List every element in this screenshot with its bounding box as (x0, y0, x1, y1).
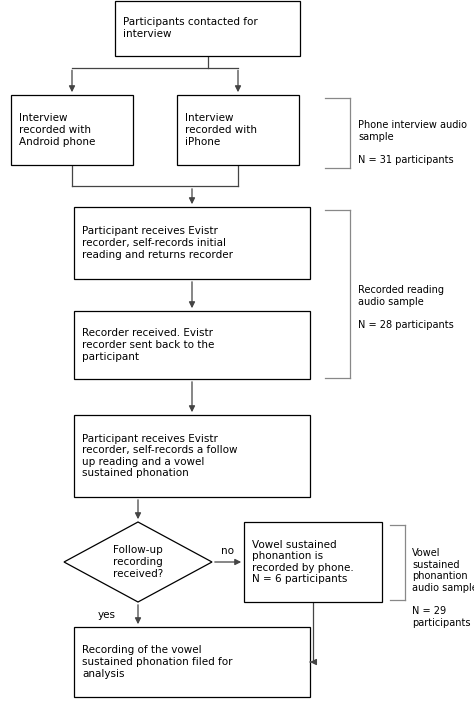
FancyBboxPatch shape (74, 207, 310, 279)
Text: Interview
recorded with
Android phone: Interview recorded with Android phone (19, 113, 95, 146)
FancyBboxPatch shape (74, 415, 310, 497)
Text: Follow-up
recording
received?: Follow-up recording received? (113, 546, 163, 579)
Text: Vowel sustained
phonantion is
recorded by phone.
N = 6 participants: Vowel sustained phonantion is recorded b… (252, 540, 354, 584)
FancyBboxPatch shape (74, 627, 310, 697)
Text: Participants contacted for
interview: Participants contacted for interview (124, 17, 258, 39)
Text: Participant receives Evistr
recorder, self-records a follow
up reading and a vow: Participant receives Evistr recorder, se… (82, 434, 237, 478)
Text: Recorded reading
audio sample

N = 28 participants: Recorded reading audio sample N = 28 par… (358, 285, 454, 330)
FancyBboxPatch shape (116, 1, 301, 55)
Text: Recording of the vowel
sustained phonation filed for
analysis: Recording of the vowel sustained phonati… (82, 645, 233, 679)
Text: yes: yes (98, 610, 116, 620)
Polygon shape (64, 522, 212, 602)
Text: Interview
recorded with
iPhone: Interview recorded with iPhone (185, 113, 257, 146)
Text: Phone interview audio
sample

N = 31 participants: Phone interview audio sample N = 31 part… (358, 120, 467, 165)
FancyBboxPatch shape (244, 522, 382, 602)
FancyBboxPatch shape (11, 95, 133, 165)
Text: no: no (221, 546, 235, 556)
Text: Vowel
sustained
phonantion
audio sample

N = 29
participants: Vowel sustained phonantion audio sample … (412, 548, 474, 628)
FancyBboxPatch shape (74, 311, 310, 379)
FancyBboxPatch shape (177, 95, 299, 165)
Text: Recorder received. Evistr
recorder sent back to the
participant: Recorder received. Evistr recorder sent … (82, 328, 214, 362)
Text: Participant receives Evistr
recorder, self-records initial
reading and returns r: Participant receives Evistr recorder, se… (82, 226, 233, 260)
